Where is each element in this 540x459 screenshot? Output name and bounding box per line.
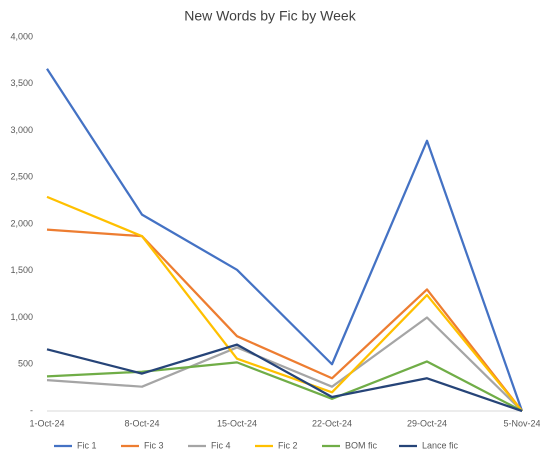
x-tick-label: 15-Oct-24	[217, 418, 257, 428]
x-tick-label: 5-Nov-24	[503, 418, 540, 428]
y-tick-label: -	[30, 405, 33, 415]
y-tick-label: 1,500	[10, 265, 33, 275]
x-tick-label: 22-Oct-24	[312, 418, 352, 428]
y-tick-label: 500	[18, 359, 33, 369]
legend-label: Fic 2	[278, 440, 298, 450]
y-tick-label: 2,500	[10, 172, 33, 182]
series-line	[46, 228, 523, 412]
series-line	[46, 316, 523, 412]
y-tick-label: 2,000	[10, 218, 33, 228]
chart-title: New Words by Fic by Week	[184, 8, 356, 24]
legend-label: Fic 4	[211, 440, 231, 450]
series-line	[46, 195, 523, 412]
x-tick-label: 29-Oct-24	[407, 418, 447, 428]
y-tick-label: 1,000	[10, 312, 33, 322]
y-tick-label: 3,000	[10, 125, 33, 135]
legend-label: Fic 1	[77, 440, 97, 450]
x-tick-label: 8-Oct-24	[124, 418, 159, 428]
x-tick-label: 1-Oct-24	[29, 418, 64, 428]
y-tick-label: 3,500	[10, 78, 33, 88]
series-line	[46, 360, 523, 412]
legend-label: Lance fic	[422, 440, 459, 450]
y-tick-label: 4,000	[10, 31, 33, 41]
series-line	[46, 68, 524, 412]
legend-label: Fic 3	[144, 440, 164, 450]
series-line	[46, 343, 523, 413]
legend-label: BOM fic	[345, 440, 378, 450]
